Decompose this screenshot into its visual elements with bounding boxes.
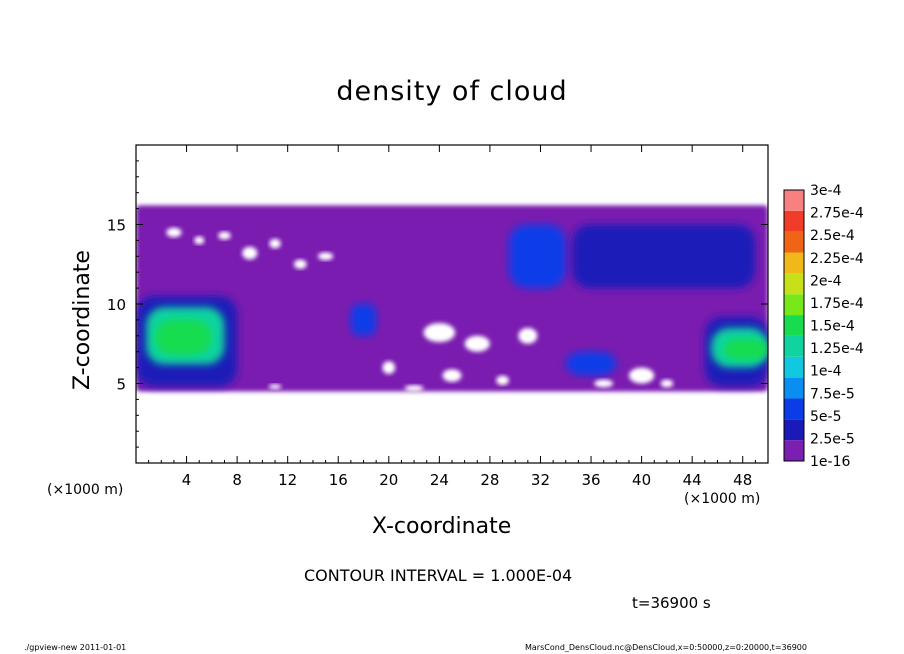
x-tick-label-2: 12 bbox=[278, 471, 297, 489]
colorbar-swatch-2 bbox=[784, 398, 804, 420]
colorbar: 1e-16 2.5e-5 5e-5 7.5e-5 1e-4 1.25e-4 1.5e-4 1.… bbox=[783, 183, 864, 470]
cloud-gap-6 bbox=[318, 252, 334, 261]
colorbar-label-1: 2.5e-5 bbox=[810, 431, 855, 447]
colorbar-label-4: 1e-4 bbox=[810, 364, 842, 380]
cloud-gap-12 bbox=[496, 375, 509, 386]
x-tick-label-4: 20 bbox=[379, 471, 398, 489]
cloud-gap-0 bbox=[166, 227, 182, 238]
cloud-gap-16 bbox=[268, 384, 282, 390]
colorbar-swatch-4 bbox=[784, 356, 804, 378]
cloud-density-field bbox=[136, 205, 768, 392]
colorbar-swatch-5 bbox=[784, 335, 804, 357]
chart-title: density of cloud bbox=[336, 76, 568, 107]
cloud-region-3 bbox=[154, 319, 212, 355]
x-tick-label-10: 44 bbox=[683, 471, 702, 489]
colorbar-label-6: 1.5e-4 bbox=[810, 319, 855, 335]
cloud-region-8 bbox=[572, 224, 756, 289]
x-axis: 4 8 12 16 20 24 28 32 36 40 44 48 bbox=[148, 145, 756, 489]
cloud-gap-3 bbox=[242, 246, 258, 260]
colorbar-swatch-1 bbox=[784, 419, 804, 441]
colorbar-swatch-0 bbox=[784, 440, 804, 461]
cloud-gap-5 bbox=[294, 259, 307, 270]
cloud-gap-7 bbox=[423, 323, 456, 343]
y-tick-label-1: 10 bbox=[107, 296, 126, 314]
colorbar-swatch-9 bbox=[784, 252, 804, 274]
colorbar-swatch-7 bbox=[784, 294, 804, 316]
time-label: t=36900 s bbox=[632, 594, 711, 612]
cloud-gap-8 bbox=[464, 335, 490, 352]
cloud-region-7 bbox=[508, 224, 566, 289]
cloud-region-9 bbox=[350, 304, 377, 336]
colorbar-label-12: 3e-4 bbox=[810, 183, 842, 199]
cloud-gap-4 bbox=[269, 238, 281, 249]
colorbar-label-2: 5e-5 bbox=[810, 409, 841, 425]
colorbar-swatch-6 bbox=[784, 315, 804, 336]
x-tick-label-1: 8 bbox=[232, 471, 242, 489]
cloud-gap-14 bbox=[660, 379, 674, 388]
colorbar-swatch-12 bbox=[784, 190, 804, 211]
colorbar-label-11: 2.75e-4 bbox=[810, 206, 864, 222]
cloud-gap-15 bbox=[594, 379, 614, 388]
cloud-gap-1 bbox=[194, 236, 205, 245]
cloud-gap-9 bbox=[518, 327, 538, 344]
x-unit-left: (×1000 m) bbox=[47, 482, 124, 498]
colorbar-swatch-8 bbox=[784, 273, 804, 295]
colorbar-swatch-10 bbox=[784, 231, 804, 253]
x-axis-label: X-coordinate bbox=[372, 514, 512, 539]
colorbar-label-9: 2.25e-4 bbox=[810, 251, 864, 267]
cloud-gap-17 bbox=[404, 385, 424, 392]
x-tick-label-5: 24 bbox=[430, 471, 449, 489]
colorbar-label-10: 2.5e-4 bbox=[810, 228, 855, 244]
contour-interval: CONTOUR INTERVAL = 1.000E-04 bbox=[304, 566, 573, 585]
y-axis: 5 10 15 bbox=[107, 160, 768, 448]
y-axis-label: Z-coordinate bbox=[70, 250, 95, 390]
x-tick-label-0: 4 bbox=[182, 471, 192, 489]
colorbar-label-0: 1e-16 bbox=[810, 454, 850, 470]
x-tick-label-7: 32 bbox=[531, 471, 550, 489]
colorbar-label-5: 1.25e-4 bbox=[810, 341, 864, 357]
cloud-region-10 bbox=[565, 351, 617, 376]
colorbar-label-8: 2e-4 bbox=[810, 273, 842, 289]
footer-right: MarsCond_DensCloud.nc@DensCloud,x=0:5000… bbox=[525, 643, 807, 652]
cloud-gap-2 bbox=[218, 231, 231, 240]
y-tick-label-2: 15 bbox=[107, 217, 126, 235]
x-tick-label-3: 16 bbox=[329, 471, 348, 489]
colorbar-swatch-3 bbox=[784, 377, 804, 399]
y-tick-label-0: 5 bbox=[116, 376, 126, 394]
cloud-gap-10 bbox=[382, 361, 396, 374]
x-tick-label-9: 40 bbox=[632, 471, 651, 489]
cloud-gap-13 bbox=[628, 367, 655, 384]
x-tick-label-6: 28 bbox=[480, 471, 499, 489]
x-unit-right: (×1000 m) bbox=[684, 491, 761, 507]
colorbar-swatch-11 bbox=[784, 210, 804, 232]
colorbar-label-3: 7.5e-5 bbox=[810, 386, 855, 402]
colorbar-label-7: 1.75e-4 bbox=[810, 296, 864, 312]
colorbar-frame bbox=[783, 189, 805, 462]
x-tick-label-8: 36 bbox=[581, 471, 600, 489]
footer-left: ./gpview-new 2011-01-01 bbox=[24, 643, 127, 652]
cloud-region-6 bbox=[723, 338, 768, 360]
cloud-gap-11 bbox=[442, 369, 462, 382]
x-tick-label-11: 48 bbox=[733, 471, 752, 489]
